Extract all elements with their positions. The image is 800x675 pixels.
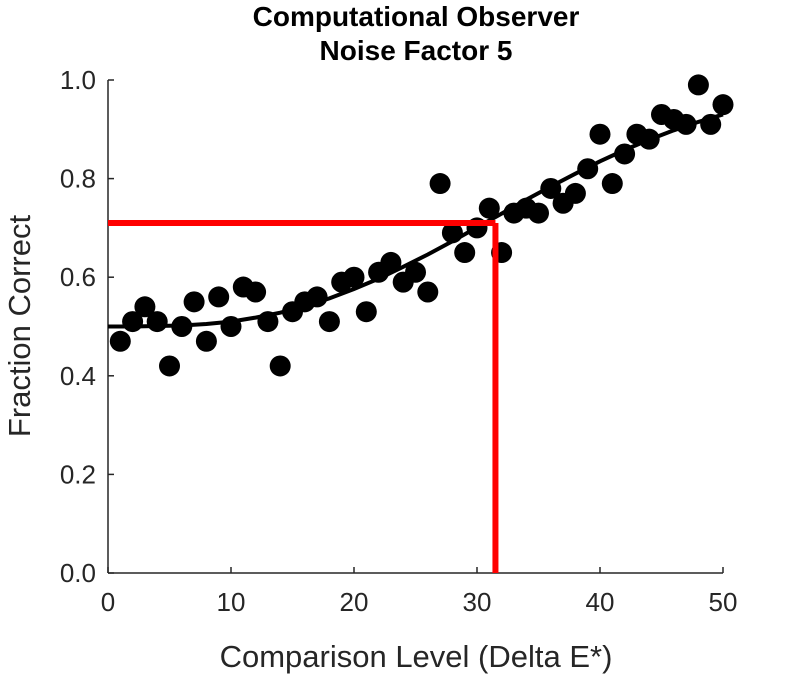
- data-point: [220, 316, 242, 337]
- data-point: [134, 296, 156, 318]
- data-point: [614, 143, 636, 165]
- data-point: [146, 311, 168, 333]
- data-point: [687, 74, 709, 96]
- data-point: [109, 330, 131, 352]
- y-tick-label: 1.0: [60, 65, 96, 95]
- chart-title-line-2: Noise Factor 5: [320, 35, 513, 66]
- data-point: [441, 222, 463, 244]
- y-tick-label: 0.2: [60, 459, 96, 489]
- x-axis-label: Comparison Level (Delta E*): [220, 639, 613, 674]
- data-point: [589, 123, 611, 145]
- data-point: [318, 311, 340, 333]
- x-tick-label: 40: [586, 587, 615, 617]
- x-tick-label: 50: [709, 587, 738, 617]
- data-point: [429, 173, 451, 195]
- data-point: [540, 177, 562, 199]
- data-point: [417, 281, 439, 303]
- data-point: [257, 311, 279, 333]
- data-point: [122, 311, 144, 333]
- ticks: 0 10 20 30 40 50 0.0 0.2 0.4 0.6 0.8 1.0: [60, 65, 738, 617]
- data-point: [208, 286, 230, 308]
- data-point: [245, 281, 267, 303]
- data-point: [564, 182, 586, 204]
- data-point: [306, 286, 328, 308]
- y-tick-label: 0.6: [60, 262, 96, 292]
- chart-title-line-1: Computational Observer: [253, 1, 580, 32]
- y-tick-label: 0.8: [60, 164, 96, 194]
- data-point: [454, 242, 476, 264]
- data-point: [601, 173, 623, 195]
- y-tick-label: 0.4: [60, 361, 96, 391]
- data-point: [269, 355, 291, 377]
- data-point: [380, 251, 402, 273]
- x-tick-label: 0: [101, 587, 115, 617]
- x-tick-label: 20: [340, 587, 369, 617]
- data-point: [700, 113, 722, 135]
- data-marks: [108, 74, 734, 573]
- data-point: [405, 261, 426, 283]
- data-point: [577, 158, 599, 180]
- data-point: [195, 330, 217, 352]
- data-point: [638, 128, 660, 150]
- data-point: [712, 94, 734, 116]
- y-tick-label: 0.0: [60, 558, 96, 588]
- data-point: [159, 355, 180, 377]
- data-point: [171, 316, 193, 337]
- data-point: [343, 266, 365, 288]
- data-point: [675, 113, 697, 135]
- data-point: [183, 291, 205, 313]
- x-tick-label: 10: [217, 587, 246, 617]
- y-axis-label: Fraction Correct: [2, 215, 37, 438]
- data-point: [355, 301, 377, 323]
- data-point: [478, 197, 500, 219]
- x-tick-label: 30: [463, 587, 492, 617]
- data-point: [528, 202, 549, 224]
